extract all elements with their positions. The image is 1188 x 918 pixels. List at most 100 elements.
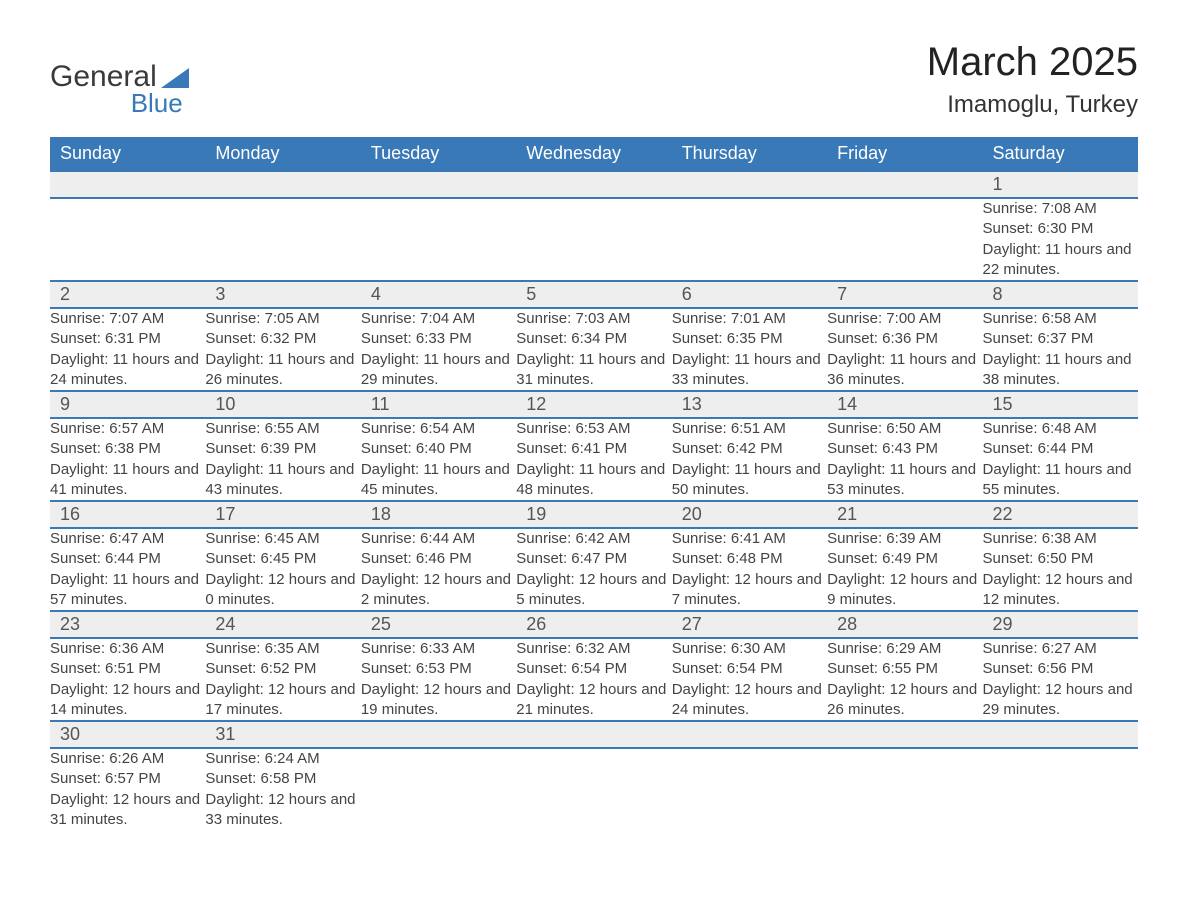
day-cell: 27	[672, 611, 827, 638]
day-info-cell: Sunrise: 7:04 AMSunset: 6:33 PMDaylight:…	[361, 308, 516, 391]
day-number: 15	[983, 392, 1138, 417]
day-info-cell	[361, 198, 516, 281]
day-number: 14	[827, 392, 982, 417]
day-cell: 26	[516, 611, 671, 638]
day-cell	[672, 721, 827, 748]
daylight-text: Daylight: 11 hours and 24 minutes.	[50, 350, 205, 391]
day-number	[827, 172, 982, 196]
day-info-row: Sunrise: 6:26 AMSunset: 6:57 PMDaylight:…	[50, 748, 1138, 830]
day-number	[361, 172, 516, 196]
sunrise-text: Sunrise: 6:57 AM	[50, 419, 205, 439]
daylight-text: Daylight: 12 hours and 12 minutes.	[983, 570, 1138, 611]
day-cell	[672, 171, 827, 198]
day-cell	[983, 721, 1138, 748]
weekday-header: Monday	[205, 137, 360, 171]
day-info-cell	[827, 748, 982, 830]
sunrise-text: Sunrise: 6:29 AM	[827, 639, 982, 659]
day-number: 13	[672, 392, 827, 417]
sunrise-text: Sunrise: 6:41 AM	[672, 529, 827, 549]
day-cell: 21	[827, 501, 982, 528]
daylight-text: Daylight: 11 hours and 22 minutes.	[983, 240, 1138, 281]
day-info-cell	[516, 198, 671, 281]
sunset-text: Sunset: 6:39 PM	[205, 439, 360, 459]
day-number: 30	[50, 722, 205, 747]
daylight-text: Daylight: 12 hours and 29 minutes.	[983, 680, 1138, 721]
sunrise-text: Sunrise: 6:35 AM	[205, 639, 360, 659]
empty-cell	[827, 749, 982, 829]
day-cell: 24	[205, 611, 360, 638]
day-info-cell: Sunrise: 6:51 AMSunset: 6:42 PMDaylight:…	[672, 418, 827, 501]
day-info-cell	[672, 198, 827, 281]
daylight-text: Daylight: 11 hours and 43 minutes.	[205, 460, 360, 501]
day-number: 2	[50, 282, 205, 307]
sunrise-text: Sunrise: 6:48 AM	[983, 419, 1138, 439]
day-info-cell: Sunrise: 6:35 AMSunset: 6:52 PMDaylight:…	[205, 638, 360, 721]
day-info-cell	[516, 748, 671, 830]
daylight-text: Daylight: 12 hours and 24 minutes.	[672, 680, 827, 721]
logo: General Blue	[50, 60, 189, 119]
day-info-cell	[983, 748, 1138, 830]
sunrise-text: Sunrise: 7:00 AM	[827, 309, 982, 329]
sunrise-text: Sunrise: 6:51 AM	[672, 419, 827, 439]
daylight-text: Daylight: 11 hours and 41 minutes.	[50, 460, 205, 501]
daylight-text: Daylight: 11 hours and 31 minutes.	[516, 350, 671, 391]
day-info-cell: Sunrise: 6:39 AMSunset: 6:49 PMDaylight:…	[827, 528, 982, 611]
sunrise-text: Sunrise: 6:32 AM	[516, 639, 671, 659]
day-info-cell: Sunrise: 6:55 AMSunset: 6:39 PMDaylight:…	[205, 418, 360, 501]
day-info-cell	[827, 198, 982, 281]
day-cell: 19	[516, 501, 671, 528]
weekday-header: Sunday	[50, 137, 205, 171]
daylight-text: Daylight: 12 hours and 0 minutes.	[205, 570, 360, 611]
day-cell: 17	[205, 501, 360, 528]
sunrise-text: Sunrise: 6:26 AM	[50, 749, 205, 769]
day-cell: 9	[50, 391, 205, 418]
empty-cell	[827, 199, 982, 279]
day-cell: 3	[205, 281, 360, 308]
day-info-row: Sunrise: 6:36 AMSunset: 6:51 PMDaylight:…	[50, 638, 1138, 721]
location-label: Imamoglu, Turkey	[927, 91, 1138, 119]
day-number	[50, 172, 205, 196]
day-cell: 30	[50, 721, 205, 748]
daylight-text: Daylight: 11 hours and 48 minutes.	[516, 460, 671, 501]
day-info-cell: Sunrise: 7:03 AMSunset: 6:34 PMDaylight:…	[516, 308, 671, 391]
empty-cell	[672, 199, 827, 279]
day-cell: 10	[205, 391, 360, 418]
daylight-text: Daylight: 11 hours and 50 minutes.	[672, 460, 827, 501]
sunrise-text: Sunrise: 6:50 AM	[827, 419, 982, 439]
sunset-text: Sunset: 6:57 PM	[50, 769, 205, 789]
day-cell: 11	[361, 391, 516, 418]
day-info-cell	[672, 748, 827, 830]
day-cell: 7	[827, 281, 982, 308]
calendar-table: Sunday Monday Tuesday Wednesday Thursday…	[50, 137, 1138, 830]
day-info-cell: Sunrise: 7:01 AMSunset: 6:35 PMDaylight:…	[672, 308, 827, 391]
sunrise-text: Sunrise: 6:33 AM	[361, 639, 516, 659]
daylight-text: Daylight: 11 hours and 57 minutes.	[50, 570, 205, 611]
day-info-row: Sunrise: 6:57 AMSunset: 6:38 PMDaylight:…	[50, 418, 1138, 501]
sunset-text: Sunset: 6:38 PM	[50, 439, 205, 459]
day-cell: 4	[361, 281, 516, 308]
sunrise-text: Sunrise: 6:53 AM	[516, 419, 671, 439]
day-info-row: Sunrise: 7:08 AMSunset: 6:30 PMDaylight:…	[50, 198, 1138, 281]
day-info-cell: Sunrise: 6:38 AMSunset: 6:50 PMDaylight:…	[983, 528, 1138, 611]
sunrise-text: Sunrise: 7:01 AM	[672, 309, 827, 329]
sunset-text: Sunset: 6:36 PM	[827, 329, 982, 349]
day-cell	[827, 171, 982, 198]
day-number: 8	[983, 282, 1138, 307]
month-title: March 2025	[927, 40, 1138, 85]
day-number: 4	[361, 282, 516, 307]
sunrise-text: Sunrise: 7:03 AM	[516, 309, 671, 329]
daylight-text: Daylight: 11 hours and 55 minutes.	[983, 460, 1138, 501]
day-info-cell: Sunrise: 6:44 AMSunset: 6:46 PMDaylight:…	[361, 528, 516, 611]
weekday-header: Thursday	[672, 137, 827, 171]
empty-cell	[361, 199, 516, 279]
day-info-cell: Sunrise: 7:08 AMSunset: 6:30 PMDaylight:…	[983, 198, 1138, 281]
weekday-header: Tuesday	[361, 137, 516, 171]
sunset-text: Sunset: 6:32 PM	[205, 329, 360, 349]
day-number-row: 1	[50, 171, 1138, 198]
day-info-cell: Sunrise: 7:05 AMSunset: 6:32 PMDaylight:…	[205, 308, 360, 391]
day-cell: 31	[205, 721, 360, 748]
sunset-text: Sunset: 6:30 PM	[983, 219, 1138, 239]
day-cell: 28	[827, 611, 982, 638]
day-info-cell: Sunrise: 7:00 AMSunset: 6:36 PMDaylight:…	[827, 308, 982, 391]
day-info-cell: Sunrise: 6:45 AMSunset: 6:45 PMDaylight:…	[205, 528, 360, 611]
